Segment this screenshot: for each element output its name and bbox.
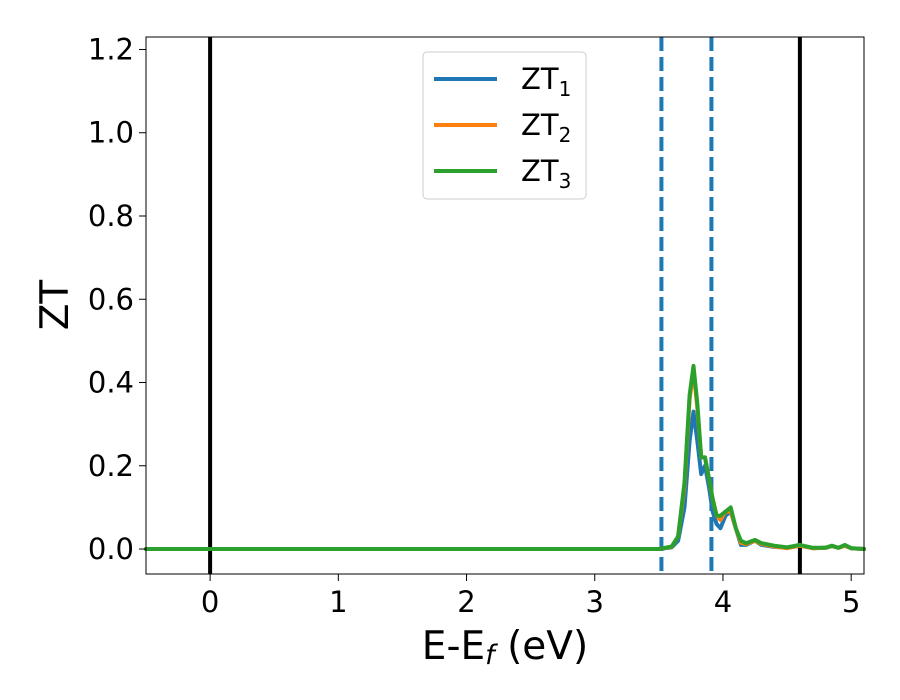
legend-label-main: ZT <box>521 154 559 188</box>
legend-label-zt1: ZT1 <box>521 62 571 101</box>
legend-label-zt3: ZT3 <box>521 154 571 193</box>
legend-label-main: ZT <box>521 108 559 142</box>
legend-label-zt2: ZT2 <box>521 108 571 147</box>
x-tick-label: 3 <box>586 585 604 619</box>
x-tick-label: 2 <box>457 585 475 619</box>
y-axis: 0.0 0.2 0.4 0.6 0.8 1.0 1.2 <box>88 32 146 566</box>
y-tick-label: 0.8 <box>88 199 134 233</box>
x-tick-label: 5 <box>842 585 860 619</box>
y-axis-label: ZT <box>33 280 78 331</box>
x-axis-label-main: E-E <box>422 624 485 669</box>
x-axis-label-unit: (eV) <box>495 624 589 669</box>
y-tick-label: 0.0 <box>88 532 134 566</box>
x-axis-label: E-Ef (eV) <box>422 624 588 671</box>
y-tick-label: 1.0 <box>88 116 134 150</box>
legend-label-subscript: 1 <box>559 77 572 101</box>
plot-area <box>144 37 866 574</box>
y-tick-label: 1.2 <box>88 32 134 66</box>
legend-label-subscript: 3 <box>559 169 572 193</box>
y-tick-label: 0.2 <box>88 449 134 483</box>
x-tick-label: 0 <box>201 585 219 619</box>
y-tick-label: 0.6 <box>88 282 134 316</box>
series-line-zt3 <box>144 363 866 551</box>
x-tick-label: 4 <box>714 585 732 619</box>
axes-frame <box>145 36 865 575</box>
legend-label-main: ZT <box>521 62 559 96</box>
y-tick-label: 0.4 <box>88 366 134 400</box>
x-axis: 0 1 2 3 4 5 <box>201 574 860 619</box>
legend-label-subscript: 2 <box>559 123 572 147</box>
legend-box <box>422 51 587 200</box>
x-tick-label: 1 <box>329 585 347 619</box>
